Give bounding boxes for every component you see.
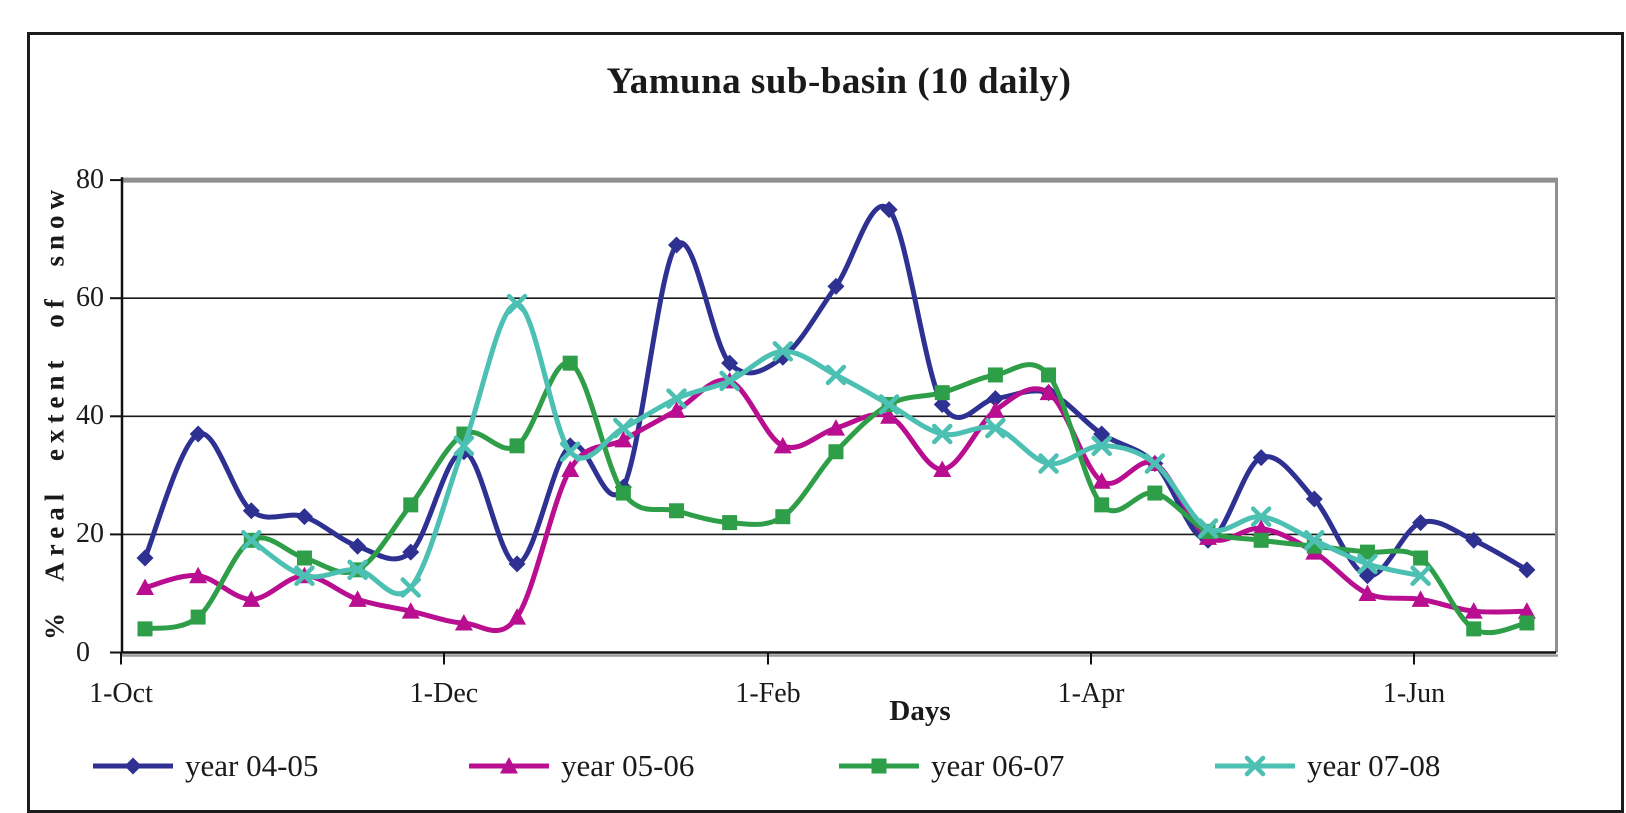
legend-marker-diamond-icon <box>93 757 173 775</box>
y-tick-label: 40 <box>76 400 104 432</box>
y-tick-label: 20 <box>76 518 104 550</box>
chart-title: Yamuna sub-basin (10 daily) <box>606 61 1072 102</box>
legend-label: year 04-05 <box>185 748 319 783</box>
legend-marker-triangle-icon <box>469 757 549 774</box>
legend-item-year-05-06: year 05-06 <box>467 748 694 784</box>
y-tick-label: 80 <box>76 164 104 196</box>
series-year-07-08 <box>241 293 1431 598</box>
legend-label: year 07-08 <box>1307 748 1441 783</box>
legend-marker-square-icon <box>839 758 919 774</box>
x-tick-label: 1-Apr <box>1057 678 1125 709</box>
legend-item-year-06-07: year 06-07 <box>837 748 1064 784</box>
legend-item-year-04-05: year 04-05 <box>91 748 318 784</box>
legend-marker-x-icon <box>1215 755 1295 777</box>
y-tick-label: 60 <box>76 282 104 314</box>
legend-label: year 06-07 <box>931 748 1065 783</box>
legend-item-year-07-08: year 07-08 <box>1213 748 1440 784</box>
x-tick-label: 1-Feb <box>735 678 801 709</box>
y-axis-title: % Areal extent of snow <box>39 184 70 640</box>
x-axis-title: Days <box>889 695 951 727</box>
series-year-04-05 <box>136 201 1536 585</box>
figure-frame <box>27 32 1624 813</box>
series-year-06-07 <box>137 355 1535 637</box>
legend-label: year 05-06 <box>561 748 695 783</box>
x-tick-label: 1-Dec <box>409 678 479 709</box>
x-tick-label: 1-Jun <box>1382 678 1446 709</box>
y-tick-label: 0 <box>76 636 90 668</box>
series-year-05-06 <box>136 371 1536 633</box>
x-tick-label: 1-Oct <box>89 678 153 709</box>
